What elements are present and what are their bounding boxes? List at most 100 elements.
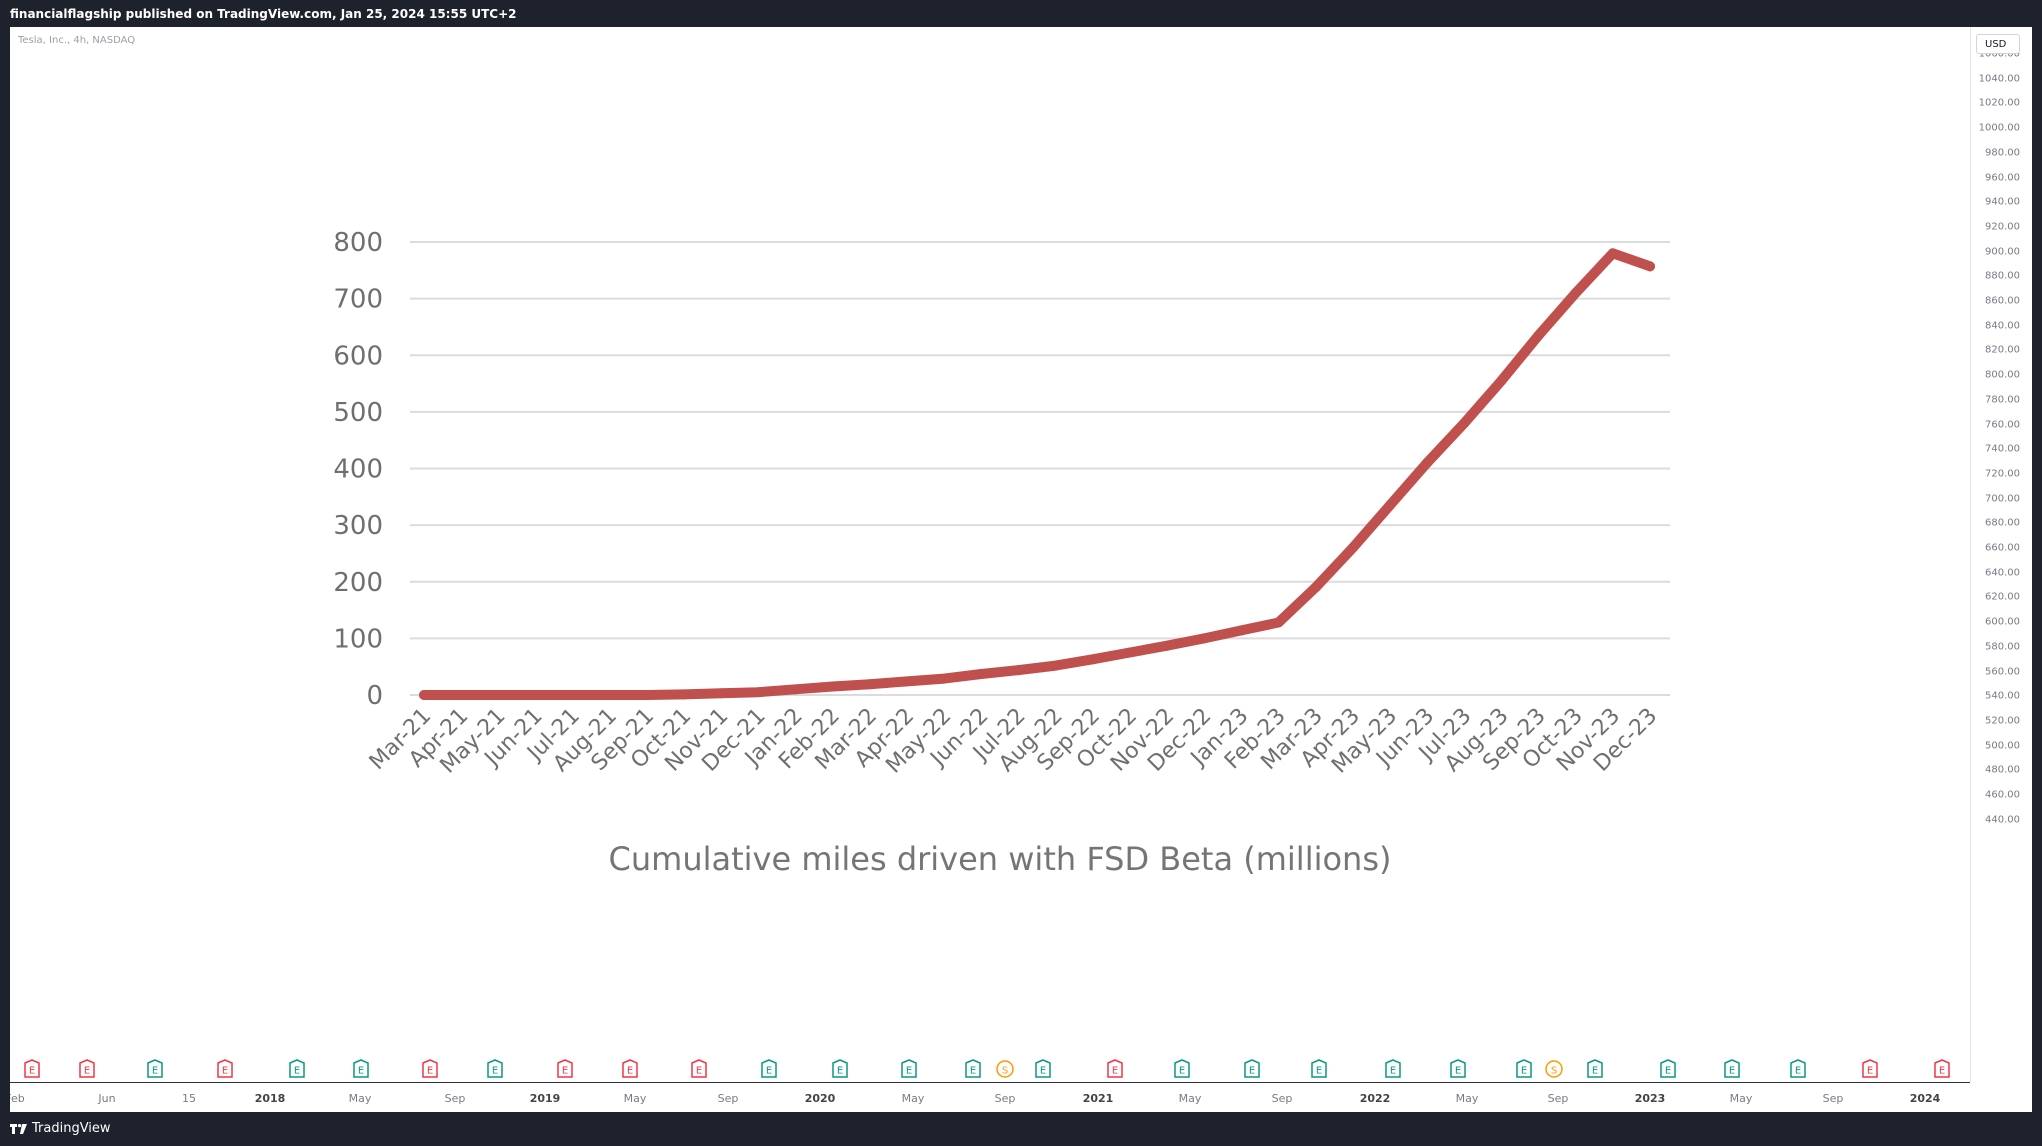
earnings-event-icon[interactable]: E	[964, 1059, 982, 1079]
time-tick-label: Feb	[10, 1092, 25, 1105]
event-marker-letter: E	[222, 1066, 228, 1077]
earnings-event-icon[interactable]: E	[288, 1059, 306, 1079]
earnings-event-icon[interactable]: E	[352, 1059, 370, 1079]
time-tick-label: 2021	[1082, 1092, 1114, 1105]
earnings-event-icon[interactable]: E	[1933, 1059, 1951, 1079]
published-text: financialflagship published on TradingVi…	[10, 7, 517, 21]
price-tick-label: 560.00	[1985, 666, 2020, 677]
price-tick-label: 740.00	[1985, 443, 2020, 455]
event-marker-letter: E	[1939, 1066, 1945, 1077]
time-axis[interactable]: Feb Jun 15 2018 May Sep 2019 May Sep 2020 May Sep 20…	[10, 1083, 1970, 1112]
data-point	[493, 690, 504, 700]
earnings-event-icon[interactable]: E	[831, 1059, 849, 1079]
time-tick-label: Sep	[1547, 1092, 1569, 1105]
price-tick-label: 720.00	[1985, 468, 2020, 480]
split-event-icon[interactable]: S	[996, 1059, 1014, 1079]
price-tick-label: 920.00	[1985, 221, 2020, 233]
earnings-event-icon[interactable]: E	[146, 1059, 164, 1079]
price-tick-label: 760.00	[1985, 419, 2020, 430]
footer-brand[interactable]: TradingView	[32, 1121, 111, 1136]
footer-bar: TradingView	[0, 1112, 2042, 1146]
earnings-event-icon[interactable]: E	[216, 1059, 234, 1079]
data-point	[901, 676, 912, 687]
event-marker-letter: E	[766, 1066, 772, 1077]
data-point	[1310, 582, 1321, 593]
price-tick-label: 940.00	[1985, 196, 2020, 208]
price-tick-label: 1020.00	[1978, 97, 2020, 109]
currency-badge[interactable]: USD	[1976, 34, 2020, 54]
data-point	[827, 681, 838, 692]
earnings-event-icon[interactable]: E	[1173, 1059, 1191, 1079]
symbol-info[interactable]: Tesla, Inc., 4h, NASDAQ	[18, 35, 136, 46]
price-tick-label: 960.00	[1985, 172, 2020, 183]
price-tick-label: 860.00	[1985, 295, 2020, 307]
data-point	[1645, 261, 1655, 272]
price-tick-label: 460.00	[1985, 789, 2020, 801]
event-marker-letter: E	[1665, 1066, 1671, 1077]
earnings-event-icon[interactable]: E	[760, 1059, 778, 1079]
earnings-event-icon[interactable]: E	[1034, 1059, 1052, 1079]
data-point	[1347, 542, 1358, 553]
price-tick-label: 900.00	[1985, 246, 2020, 258]
time-tick-label: 2023	[1634, 1092, 1666, 1105]
earnings-event-icon[interactable]: E	[1586, 1059, 1604, 1079]
tradingview-logo-icon[interactable]	[10, 1124, 27, 1134]
earnings-event-icon[interactable]: E	[1310, 1059, 1328, 1079]
price-tick-label: 620.00	[1985, 591, 2020, 603]
price-tick-label: 780.00	[1985, 394, 2020, 406]
split-event-icon[interactable]: S	[1545, 1059, 1563, 1079]
event-marker-letter: E	[1249, 1066, 1255, 1077]
earnings-event-icon[interactable]: E	[1515, 1059, 1533, 1079]
price-tick-label: 660.00	[1985, 542, 2020, 554]
earnings-event-icon[interactable]: E	[23, 1059, 41, 1079]
data-point	[530, 690, 541, 700]
y-tick-label: 400	[333, 455, 383, 485]
data-point	[1570, 287, 1581, 298]
earnings-event-icon[interactable]: E	[1449, 1059, 1467, 1079]
price-tick-label: 700.00	[1985, 493, 2020, 505]
price-tick-label: 580.00	[1985, 641, 2020, 653]
data-point	[1273, 617, 1284, 628]
earnings-event-icon[interactable]: E	[486, 1059, 504, 1079]
earnings-event-icon[interactable]: E	[1384, 1059, 1402, 1079]
earnings-event-icon[interactable]: E	[900, 1059, 918, 1079]
data-point	[1459, 418, 1470, 429]
price-tick-label: 800.00	[1985, 369, 2020, 381]
data-point	[1087, 654, 1098, 665]
earnings-event-icon[interactable]: E	[1789, 1059, 1807, 1079]
data-point	[419, 690, 429, 700]
earnings-event-icon[interactable]: E	[1861, 1059, 1879, 1079]
earnings-event-icon[interactable]: E	[556, 1059, 574, 1079]
earnings-event-icon[interactable]: E	[421, 1059, 439, 1079]
data-point	[1050, 660, 1061, 671]
chart-panel[interactable]: Tesla, Inc., 4h, NASDAQ 0 100 200 300 400 500…	[10, 27, 2032, 1112]
data-point	[1422, 457, 1433, 468]
price-tick-label: 500.00	[1985, 740, 2020, 752]
price-axis-line	[1970, 27, 1971, 1082]
earnings-event-icon[interactable]: E	[1659, 1059, 1677, 1079]
price-axis[interactable]: 1060.00 1040.00 1020.00 1000.00 980.00 960.00…	[1970, 27, 2032, 1082]
time-tick-label: Sep	[1271, 1092, 1293, 1105]
data-point	[864, 679, 875, 690]
data-point	[976, 669, 987, 680]
event-marker-letter: S	[1551, 1066, 1557, 1077]
event-marker-letter: E	[358, 1066, 364, 1077]
earnings-event-icon[interactable]: E	[1106, 1059, 1124, 1079]
earnings-event-icon[interactable]: E	[1243, 1059, 1261, 1079]
price-tick-label: 1060.00	[1979, 49, 2020, 60]
event-marker-letter: S	[1002, 1066, 1008, 1077]
inset-chart-image: 0100200300400500600700800Mar-21Apr-21May…	[333, 228, 1670, 878]
y-tick-label: 700	[333, 285, 383, 315]
earnings-event-icon[interactable]: E	[1723, 1059, 1741, 1079]
data-point	[679, 689, 690, 700]
time-tick-label: Sep	[444, 1092, 466, 1105]
time-tick-label: Sep	[1822, 1092, 1844, 1105]
price-tick-label: 600.00	[1985, 616, 2020, 628]
chart-title: Cumulative miles driven with FSD Beta (m…	[609, 840, 1392, 878]
time-tick-label: May	[1729, 1092, 1753, 1105]
earnings-event-icon[interactable]: E	[621, 1059, 639, 1079]
event-marker-letter: E	[1040, 1066, 1046, 1077]
earnings-event-icon[interactable]: E	[690, 1059, 708, 1079]
earnings-event-icon[interactable]: E	[78, 1059, 96, 1079]
data-point	[604, 690, 615, 700]
